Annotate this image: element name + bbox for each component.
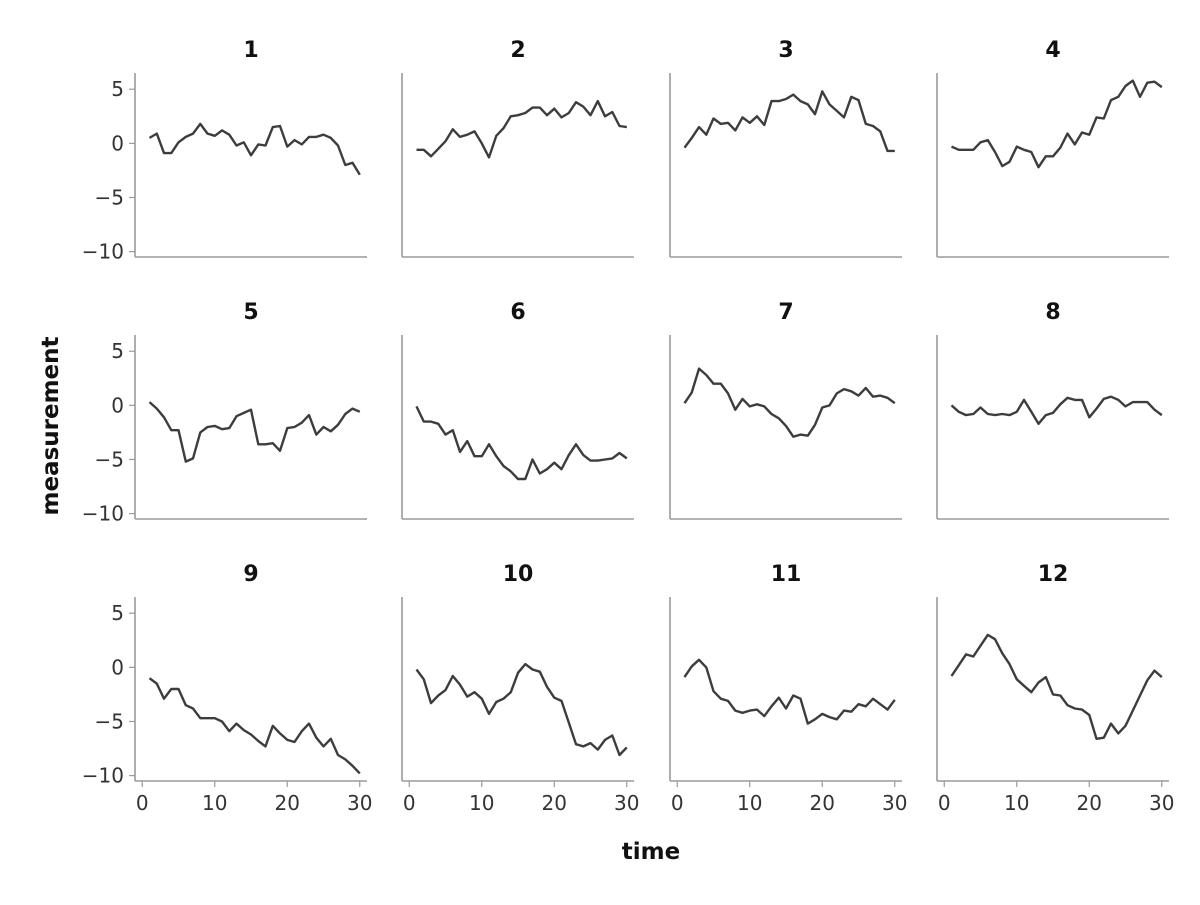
x-tick-label: 10 — [469, 791, 494, 815]
y-tick-label: 0 — [111, 131, 124, 155]
x-tick-label: 20 — [542, 791, 567, 815]
x-tick-label: 20 — [1077, 791, 1102, 815]
x-tick-label: 20 — [275, 791, 300, 815]
x-tick-label: 30 — [1149, 791, 1174, 815]
panel-3: 3 — [669, 38, 902, 258]
panel-title: 8 — [1045, 300, 1060, 325]
panel-6: 6 — [401, 300, 634, 520]
x-tick-label: 10 — [202, 791, 227, 815]
x-tick-label: 10 — [737, 791, 762, 815]
series-line-panel-8 — [950, 395, 1163, 425]
series-line-panel-6 — [415, 405, 628, 481]
y-tick-label: −5 — [95, 447, 124, 471]
series-line-panel-11 — [683, 658, 896, 725]
series-line-panel-3 — [683, 90, 895, 153]
y-tick-label: −5 — [95, 709, 124, 733]
y-tick-label: 5 — [111, 601, 124, 625]
series-line-panel-1 — [148, 122, 361, 176]
y-tick-label: −5 — [95, 185, 124, 209]
y-tick-label: −10 — [82, 764, 124, 788]
x-axis-title: time — [622, 839, 680, 865]
series-line-panel-2 — [416, 99, 627, 159]
y-tick-label: 0 — [111, 393, 124, 417]
x-tick-label: 0 — [403, 791, 416, 815]
panel-title: 2 — [510, 38, 525, 63]
series-line-panel-7 — [683, 367, 896, 438]
y-axis-title: measurement — [38, 336, 64, 515]
panel-7: 7 — [669, 300, 902, 520]
panel-title: 9 — [243, 562, 258, 587]
panel-5: 5 5 0 −5 −10 — [82, 300, 367, 526]
series-line-panel-10 — [415, 662, 628, 757]
panel-9: 9 5 0 −5 −10 0 10 20 30 — [82, 562, 373, 815]
x-tick-label: 0 — [671, 791, 684, 815]
panel-title: 3 — [778, 38, 793, 63]
x-tick-label: 30 — [347, 791, 372, 815]
x-tick-label: 0 — [136, 791, 149, 815]
panel-12: 12 0 10 20 30 — [936, 562, 1174, 815]
x-tick-label: 20 — [810, 791, 835, 815]
panel-title: 10 — [503, 562, 534, 587]
y-tick-label: 0 — [111, 655, 124, 679]
y-tick-label: −10 — [82, 502, 124, 526]
panel-10: 10 0 10 20 30 — [401, 562, 639, 815]
panel-title: 11 — [771, 562, 802, 587]
panel-title: 6 — [510, 300, 525, 325]
panel-title: 7 — [778, 300, 793, 325]
series-line-panel-4 — [951, 79, 1163, 169]
panel-4: 4 — [936, 38, 1169, 258]
y-tick-label: 5 — [111, 77, 124, 101]
y-tick-label: −10 — [82, 240, 124, 264]
panel-title: 1 — [243, 38, 258, 63]
panel-1: 1 5 0 −5 −10 — [82, 38, 367, 264]
panel-8: 8 — [936, 300, 1169, 520]
panel-2: 2 — [401, 38, 634, 258]
y-tick-label: 5 — [111, 339, 124, 363]
series-line-panel-12 — [950, 633, 1163, 740]
series-line-panel-5 — [148, 401, 361, 463]
panel-11: 11 0 10 20 30 — [669, 562, 907, 815]
x-tick-label: 0 — [938, 791, 951, 815]
panel-title: 12 — [1038, 562, 1069, 587]
x-tick-label: 30 — [882, 791, 907, 815]
panel-title: 4 — [1045, 38, 1060, 63]
x-tick-label: 30 — [614, 791, 639, 815]
x-tick-label: 10 — [1004, 791, 1029, 815]
series-line-panel-9 — [148, 677, 361, 775]
panel-title: 5 — [243, 300, 258, 325]
